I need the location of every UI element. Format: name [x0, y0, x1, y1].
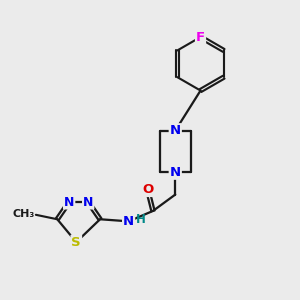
Text: N: N — [123, 215, 134, 228]
Text: F: F — [196, 31, 205, 44]
Text: N: N — [170, 166, 181, 179]
Text: H: H — [136, 213, 146, 226]
Text: S: S — [71, 236, 81, 249]
Text: N: N — [83, 196, 93, 208]
Text: CH₃: CH₃ — [12, 209, 34, 219]
Text: O: O — [142, 183, 153, 196]
Text: N: N — [170, 124, 181, 137]
Text: N: N — [64, 196, 74, 208]
